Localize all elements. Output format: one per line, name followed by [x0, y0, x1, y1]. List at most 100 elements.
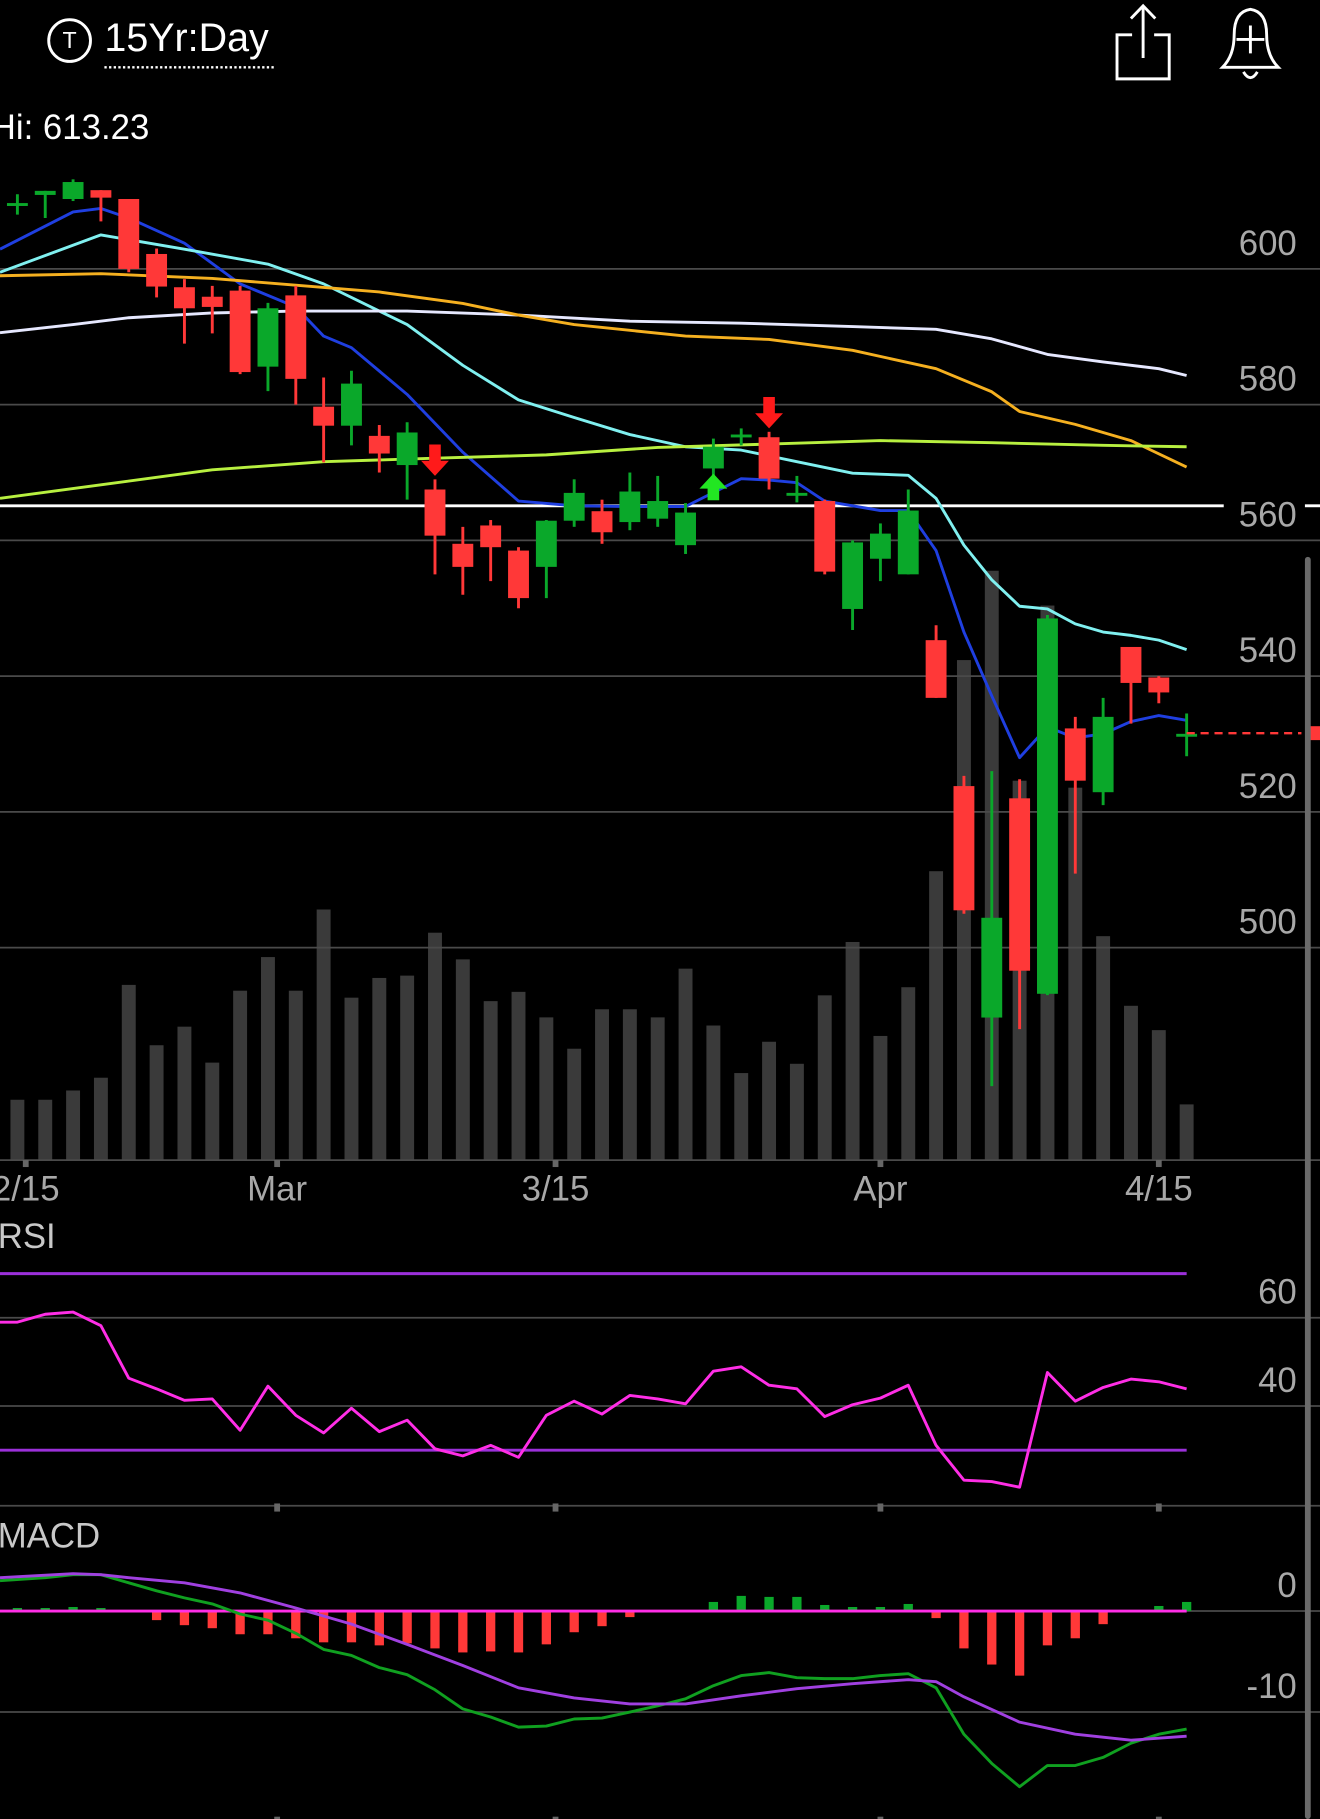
histogram-bar — [847, 1606, 858, 1612]
volume-bar — [149, 1045, 164, 1161]
moving-average — [0, 309, 1187, 377]
histogram-bar — [987, 1611, 997, 1665]
rsi-line — [0, 1310, 1187, 1489]
volume-bar — [177, 1026, 192, 1161]
y-tick-label: -10 — [1247, 1667, 1297, 1706]
volume-bar — [38, 1099, 53, 1161]
volume-bar — [121, 984, 136, 1161]
histogram-bar — [820, 1604, 830, 1612]
signal-arrow — [421, 444, 449, 476]
timeframe[interactable]: 15Yr:Day — [104, 16, 269, 60]
candle-body — [925, 640, 947, 698]
candle-body — [229, 290, 251, 373]
candle-body — [34, 190, 56, 195]
candle-body — [1064, 728, 1086, 781]
histogram-bar — [959, 1611, 969, 1649]
x-tick-label: 4/15 — [1125, 1170, 1193, 1209]
volume-bar — [1151, 1030, 1166, 1161]
share-box — [1115, 33, 1171, 81]
plus — [1236, 25, 1265, 54]
panel-title: RSI — [0, 1217, 56, 1256]
histogram-bar — [374, 1611, 384, 1646]
volume-bar — [93, 1077, 108, 1161]
candle-body — [1092, 716, 1114, 793]
candle-body — [90, 190, 112, 198]
macd-line — [0, 1572, 1187, 1742]
volume-bar — [260, 957, 275, 1161]
candle-body — [981, 917, 1003, 1018]
y-tick-label: 600 — [1239, 224, 1297, 263]
histogram-bar — [458, 1611, 468, 1653]
y-tick-label: 540 — [1239, 631, 1297, 670]
candle-body — [424, 489, 446, 536]
histogram-bar — [40, 1608, 50, 1612]
histogram-bar — [68, 1606, 78, 1612]
volume-bar — [1124, 1005, 1138, 1161]
candle-body — [814, 501, 836, 572]
x-tick-label: 3/15 — [522, 1170, 590, 1209]
candle-body — [1009, 798, 1031, 971]
volume-bar — [734, 1073, 749, 1161]
candle-body — [201, 296, 223, 307]
candle-body — [452, 543, 474, 567]
volume-bar — [901, 987, 916, 1161]
high-info: Hi: 613.23 — [0, 108, 149, 147]
candle-body — [591, 511, 613, 533]
volume-bar — [205, 1062, 220, 1161]
histogram-bar — [291, 1611, 301, 1639]
volume-bar — [288, 990, 303, 1161]
share-button[interactable] — [1115, 3, 1171, 81]
histogram-bar — [1014, 1611, 1025, 1676]
last-price-tag — [1308, 726, 1320, 741]
volume-bar — [400, 975, 415, 1161]
candle-body — [619, 491, 641, 523]
x-tick-label: Apr — [853, 1170, 908, 1209]
candle-body — [647, 501, 669, 519]
y-tick-label: 560 — [1239, 495, 1297, 534]
candle-body — [508, 550, 529, 599]
volume-bar — [817, 995, 832, 1161]
candle-body — [257, 308, 279, 367]
bell-clapper — [1242, 71, 1259, 80]
volume-bar — [511, 991, 526, 1161]
candle-body — [62, 182, 84, 199]
candle-body — [396, 432, 418, 466]
candle-body — [842, 542, 864, 609]
candle-body — [368, 435, 390, 454]
candle-body — [563, 492, 585, 521]
histogram-bar — [1042, 1611, 1053, 1646]
candle-body — [730, 434, 752, 438]
histogram-bar — [486, 1611, 496, 1652]
volume-bar — [344, 997, 359, 1161]
candle-body — [6, 203, 28, 206]
symbol-selector[interactable]: T — [47, 18, 92, 63]
histogram-bar — [402, 1611, 412, 1644]
histogram-bar — [792, 1596, 802, 1612]
x-tick-label: 2/15 — [0, 1170, 60, 1209]
candle-body — [869, 533, 891, 559]
share-arrow — [1129, 3, 1157, 59]
macd-line — [0, 1573, 1187, 1789]
histogram-bar — [569, 1611, 579, 1633]
histogram-bar — [235, 1611, 245, 1635]
volume-bar — [762, 1041, 777, 1161]
volume-bar — [1068, 787, 1083, 1161]
scrollbar[interactable] — [1304, 556, 1311, 1819]
histogram-bar — [1182, 1601, 1192, 1612]
volume-bar — [567, 1048, 582, 1161]
volume-bar — [10, 1099, 25, 1161]
volume-bar — [622, 1009, 637, 1161]
plot-layer: 5005205405605806002/15Mar3/15Apr4/15Hi: … — [0, 108, 1320, 1789]
volume-bar — [845, 941, 860, 1161]
candle-body — [480, 525, 502, 548]
alert-button[interactable] — [1219, 7, 1282, 80]
panel-title: MACD — [0, 1516, 100, 1555]
candle-body — [341, 383, 362, 426]
volume-bar — [539, 1017, 554, 1161]
histogram-bar — [179, 1611, 190, 1626]
volume-bar — [873, 1035, 888, 1161]
candle-body — [535, 520, 557, 567]
volume-bar — [929, 871, 944, 1161]
